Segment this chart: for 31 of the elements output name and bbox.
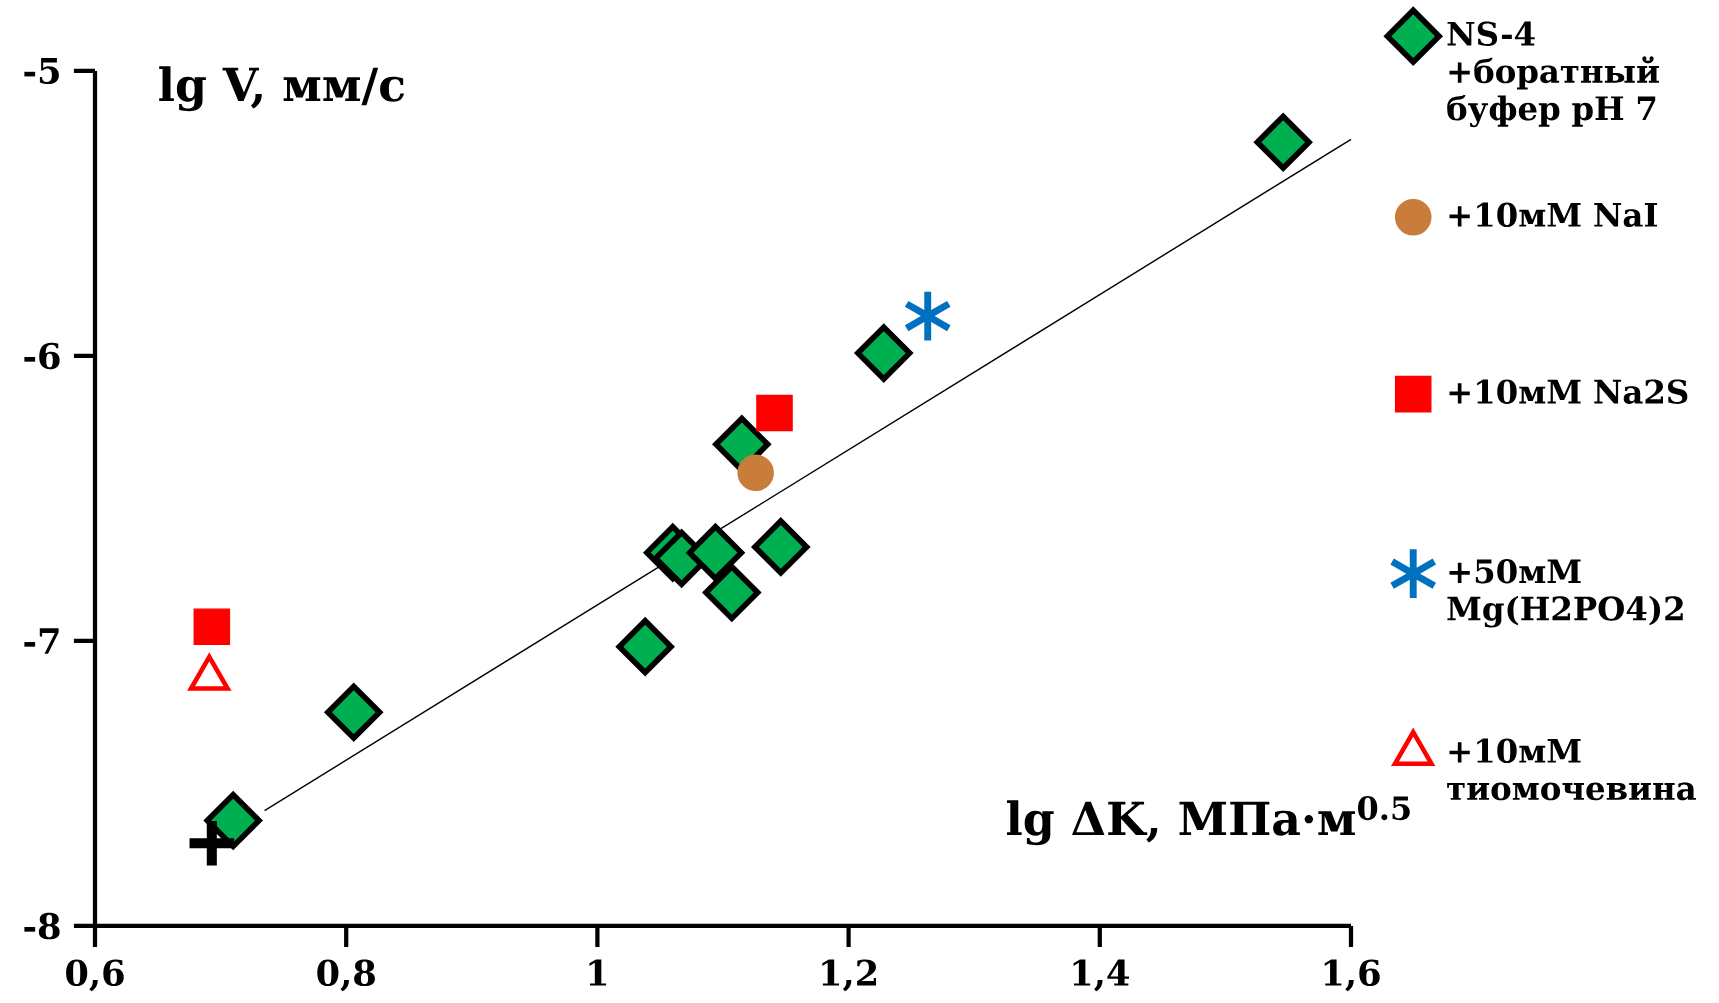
x-tick-label: 1,6 bbox=[1324, 959, 1380, 992]
x-tick-label: 1 bbox=[589, 959, 607, 986]
point bbox=[855, 324, 913, 382]
point bbox=[703, 563, 761, 622]
point bbox=[737, 454, 774, 492]
y-tick-label: -6 bbox=[24, 342, 60, 370]
x-tick-label: 1,4 bbox=[1073, 959, 1129, 992]
point bbox=[204, 791, 262, 850]
legend-label: +10мМ Na2S bbox=[1449, 379, 1688, 404]
point bbox=[193, 608, 231, 646]
legend-label: +50мМ Mg(H2PO4)2 bbox=[1447, 559, 1683, 628]
point bbox=[904, 291, 951, 341]
point bbox=[752, 518, 810, 576]
y-tick-label: -8 bbox=[24, 912, 60, 940]
point bbox=[756, 394, 793, 432]
x-tick-label: 0,6 bbox=[66, 959, 124, 992]
y-tick-label: -7 bbox=[24, 628, 59, 654]
point bbox=[1254, 113, 1312, 171]
point bbox=[713, 415, 771, 473]
x-tick-label: 0,8 bbox=[317, 959, 375, 992]
legend-label: NS-4 +боратный буфер pH 7 bbox=[1447, 21, 1659, 128]
legend-label: +10мМ NaI bbox=[1449, 202, 1658, 228]
point bbox=[686, 523, 745, 582]
point bbox=[189, 821, 235, 866]
x-tick-label: 1,2 bbox=[822, 959, 877, 992]
x-axis-title: lg ΔK, МПа·м$^{0.5}$ bbox=[1006, 796, 1410, 846]
point bbox=[325, 683, 383, 741]
point bbox=[616, 618, 674, 676]
y-tick-label: -5 bbox=[24, 57, 59, 85]
legend-label: +10мМ тиомочевина bbox=[1447, 738, 1696, 801]
y-axis-title: lg V, мм/с bbox=[159, 66, 404, 112]
